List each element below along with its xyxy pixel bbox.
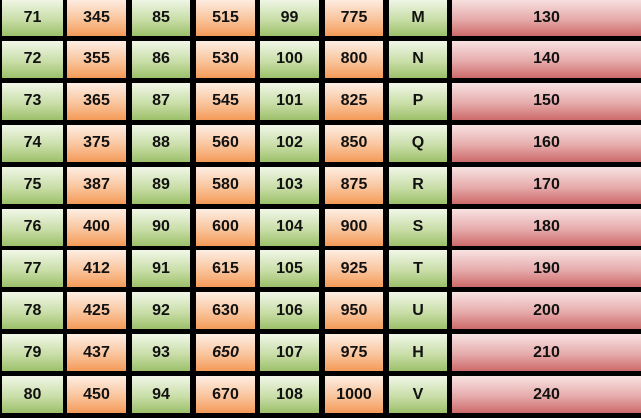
table-cell[interactable]: T — [389, 250, 447, 288]
table-cell[interactable]: 79 — [2, 334, 63, 372]
table-cell[interactable]: 387 — [67, 166, 126, 204]
table-cell[interactable]: 925 — [325, 250, 383, 288]
table-cell[interactable]: Q — [389, 124, 447, 162]
table-row: 73 365 87 545 101 825 P 150 — [0, 82, 641, 125]
table-cell[interactable]: 170 — [452, 166, 641, 204]
table-cell[interactable]: 975 — [325, 334, 383, 372]
table-cell[interactable]: 210 — [452, 334, 641, 372]
table-cell[interactable]: 91 — [132, 250, 190, 288]
table-cell[interactable]: 530 — [196, 40, 255, 78]
table-row: 71 345 85 515 99 775 M 130 — [0, 0, 641, 41]
table-cell[interactable]: 425 — [67, 292, 126, 330]
table-cell[interactable]: 825 — [325, 82, 383, 120]
table-cell[interactable]: 400 — [67, 208, 126, 246]
table-cell[interactable]: 140 — [452, 40, 641, 78]
table-cell[interactable]: 615 — [196, 250, 255, 288]
table-cell[interactable]: 104 — [260, 208, 319, 246]
table-cell[interactable]: R — [389, 166, 447, 204]
table-cell[interactable]: 240 — [452, 376, 641, 414]
table-cell[interactable]: 450 — [67, 376, 126, 414]
table-row: 75 387 89 580 103 875 R 170 — [0, 166, 641, 209]
table-cell[interactable]: 87 — [132, 82, 190, 120]
table-row: 77 412 91 615 105 925 T 190 — [0, 250, 641, 292]
table-cell[interactable]: N — [389, 40, 447, 78]
table-cell[interactable]: P — [389, 82, 447, 120]
table-cell[interactable]: 86 — [132, 40, 190, 78]
table-cell[interactable]: 77 — [2, 250, 63, 288]
table-cell[interactable]: 950 — [325, 292, 383, 330]
table-cell[interactable]: 515 — [196, 0, 255, 36]
table-cell[interactable]: 103 — [260, 166, 319, 204]
table-row: 72 355 86 530 100 800 N 140 — [0, 40, 641, 83]
table-cell[interactable]: U — [389, 292, 447, 330]
table-cell[interactable]: 345 — [67, 0, 126, 36]
table-cell[interactable]: 150 — [452, 82, 641, 120]
table-row: 76 400 90 600 104 900 S 180 — [0, 208, 641, 251]
table-cell[interactable]: 190 — [452, 250, 641, 288]
table-row: 78 425 92 630 106 950 U 200 — [0, 292, 641, 334]
table-cell[interactable]: 93 — [132, 334, 190, 372]
table-cell[interactable]: 94 — [132, 376, 190, 414]
table-cell[interactable]: 900 — [325, 208, 383, 246]
table-cell[interactable]: S — [389, 208, 447, 246]
table-cell[interactable]: 73 — [2, 82, 63, 120]
table-cell[interactable]: 106 — [260, 292, 319, 330]
table-cell[interactable]: 102 — [260, 124, 319, 162]
table-cell[interactable]: 80 — [2, 376, 63, 414]
table-cell[interactable]: 600 — [196, 208, 255, 246]
table-row: 80 450 94 670 108 1000 V 240 — [0, 376, 641, 418]
table-cell[interactable]: 200 — [452, 292, 641, 330]
table-cell[interactable]: 88 — [132, 124, 190, 162]
table-cell[interactable]: 775 — [325, 0, 383, 36]
table-cell[interactable]: 74 — [2, 124, 63, 162]
table-cell[interactable]: V — [389, 376, 447, 414]
table-cell[interactable]: 76 — [2, 208, 63, 246]
table-cell[interactable]: 650 — [196, 334, 255, 372]
table-cell[interactable]: 375 — [67, 124, 126, 162]
table-cell[interactable]: 72 — [2, 40, 63, 78]
table-cell[interactable]: 355 — [67, 40, 126, 78]
table-cell[interactable]: 630 — [196, 292, 255, 330]
table-cell[interactable]: 545 — [196, 82, 255, 120]
table-cell[interactable]: 800 — [325, 40, 383, 78]
table-cell[interactable]: 130 — [452, 0, 641, 36]
table-cell[interactable]: 105 — [260, 250, 319, 288]
table-row: 79 437 93 650 107 975 H 210 — [0, 334, 641, 376]
table-cell[interactable]: 92 — [132, 292, 190, 330]
table-cell[interactable]: 437 — [67, 334, 126, 372]
table-cell[interactable]: 99 — [260, 0, 319, 36]
table-cell[interactable]: 89 — [132, 166, 190, 204]
table-row: 74 375 88 560 102 850 Q 160 — [0, 124, 641, 167]
table-cell[interactable]: 71 — [2, 0, 63, 36]
table-cell[interactable]: 160 — [452, 124, 641, 162]
table-cell[interactable]: 78 — [2, 292, 63, 330]
table-cell[interactable]: H — [389, 334, 447, 372]
table-cell[interactable]: 670 — [196, 376, 255, 414]
table-cell[interactable]: 75 — [2, 166, 63, 204]
table-cell[interactable]: M — [389, 0, 447, 36]
table-cell[interactable]: 850 — [325, 124, 383, 162]
table-cell[interactable]: 90 — [132, 208, 190, 246]
table-cell[interactable]: 101 — [260, 82, 319, 120]
table-cell[interactable]: 107 — [260, 334, 319, 372]
table-cell[interactable]: 1000 — [325, 376, 383, 414]
table-cell[interactable]: 560 — [196, 124, 255, 162]
table-cell[interactable]: 365 — [67, 82, 126, 120]
table-cell[interactable]: 85 — [132, 0, 190, 36]
table-cell[interactable]: 108 — [260, 376, 319, 414]
table-cell[interactable]: 412 — [67, 250, 126, 288]
table-cell[interactable]: 875 — [325, 166, 383, 204]
table-cell[interactable]: 180 — [452, 208, 641, 246]
table-cell[interactable]: 580 — [196, 166, 255, 204]
table-cell[interactable]: 100 — [260, 40, 319, 78]
